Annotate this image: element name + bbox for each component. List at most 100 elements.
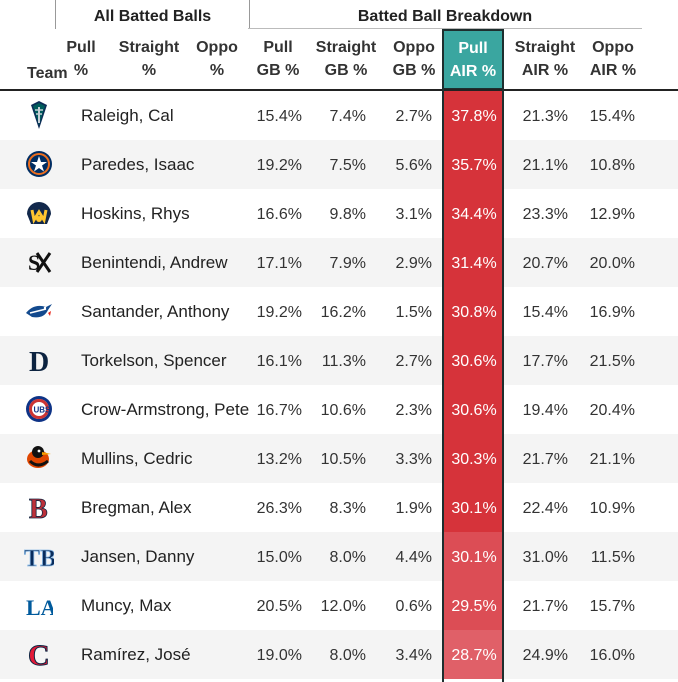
header-oppo-line2: % (209, 62, 225, 79)
header-pull-air[interactable]: Pull AIR % (442, 29, 504, 90)
straight-gb-value: 12.0% (320, 598, 366, 615)
player-name: Bregman, Alex (81, 498, 192, 517)
header-separator (0, 89, 678, 91)
header-pull-gb[interactable]: Pull GB % (250, 29, 306, 89)
oppo-gb-value: 2.3% (395, 402, 432, 419)
player-name: Muncy, Max (81, 596, 172, 615)
oppo-gb-value: 1.9% (395, 500, 432, 517)
group-batted-ball-breakdown: Batted Ball Breakdown (357, 8, 533, 25)
pull-air-value: 30.6% (444, 385, 504, 434)
pull-gb-value: 19.2% (256, 304, 302, 321)
header-straight-gb[interactable]: Straight GB % (308, 29, 384, 89)
svg-text:S: S (28, 250, 40, 275)
straight-air-value: 21.7% (522, 598, 568, 615)
header-oppo-air-line2: AIR % (589, 62, 637, 79)
header-straight-gb-line1: Straight (315, 39, 377, 56)
player-name: Benintendi, Andrew (81, 253, 228, 272)
table-row[interactable]: B Bregman, Alex 26.3% 8.3% 1.9% 30.1% 22… (0, 483, 678, 532)
header-straight-air[interactable]: Straight AIR % (506, 29, 584, 89)
pull-gb-value: 13.2% (256, 451, 302, 468)
header-pull-air-line1: Pull (458, 39, 488, 57)
table-row[interactable]: Paredes, Isaac 19.2% 7.5% 5.6% 35.7% 21.… (0, 140, 678, 189)
header-oppo-gb[interactable]: Oppo GB % (386, 29, 442, 89)
rays-logo-icon: TB (24, 541, 54, 571)
astros-logo-icon (24, 149, 54, 179)
table-row[interactable]: S Benintendi, Andrew 17.1% 7.9% 2.9% 31.… (0, 238, 678, 287)
pull-air-value: 30.8% (444, 287, 504, 336)
group-all-batted-balls: All Batted Balls (55, 0, 250, 29)
table-row[interactable]: C Ramírez, José 19.0% 8.0% 3.4% 28.7% 24… (0, 630, 678, 679)
header-pull-line2: % (73, 62, 89, 79)
player-name: Jansen, Danny (81, 547, 195, 566)
table-row[interactable]: TB Jansen, Danny 15.0% 8.0% 4.4% 30.1% 3… (0, 532, 678, 581)
pull-air-value: 30.3% (444, 434, 504, 483)
straight-air-value: 31.0% (522, 549, 568, 566)
table-row[interactable]: Santander, Anthony 19.2% 16.2% 1.5% 30.8… (0, 287, 678, 336)
orioles-logo-icon (24, 443, 54, 473)
header-straight-line2: % (141, 62, 157, 79)
svg-text:UBS: UBS (34, 406, 52, 415)
straight-gb-value: 8.0% (329, 549, 366, 566)
straight-air-value: 24.9% (522, 647, 568, 664)
svg-text:B: B (29, 494, 48, 522)
pull-gb-value: 17.1% (256, 255, 302, 272)
oppo-air-value: 16.9% (589, 304, 635, 321)
header-straight-line1: Straight (118, 39, 180, 56)
straight-gb-value: 8.0% (329, 647, 366, 664)
table-row[interactable]: Mullins, Cedric 13.2% 10.5% 3.3% 30.3% 2… (0, 434, 678, 483)
pull-air-value: 34.4% (444, 189, 504, 238)
oppo-gb-value: 2.7% (395, 353, 432, 370)
oppo-gb-value: 5.6% (395, 157, 432, 174)
header-straight-air-line2: AIR % (521, 62, 569, 79)
table-row[interactable]: Raleigh, Cal 15.4% 7.4% 2.7% 37.8% 21.3%… (0, 91, 678, 140)
player-name: Ramírez, José (81, 645, 191, 664)
white-sox-logo-icon: S (24, 247, 54, 277)
player-name: Crow-Armstrong, Pete (81, 400, 250, 419)
pull-gb-value: 19.2% (256, 157, 302, 174)
straight-gb-value: 8.3% (329, 500, 366, 517)
straight-gb-value: 10.5% (320, 451, 366, 468)
header-pull-air-line2: AIR % (449, 62, 497, 80)
header-team[interactable]: Team (27, 29, 77, 89)
player-name: Raleigh, Cal (81, 106, 174, 125)
table-row[interactable]: Hoskins, Rhys 16.6% 9.8% 3.1% 34.4% 23.3… (0, 189, 678, 238)
mariners-logo-icon (24, 100, 54, 130)
straight-air-value: 22.4% (522, 500, 568, 517)
straight-air-value: 21.1% (522, 157, 568, 174)
table-row[interactable]: LA Muncy, Max 20.5% 12.0% 0.6% 29.5% 21.… (0, 581, 678, 630)
straight-gb-value: 7.5% (329, 157, 366, 174)
group-divider (248, 28, 642, 29)
pull-air-value: 35.7% (444, 140, 504, 189)
header-oppo-air[interactable]: Oppo AIR % (584, 29, 642, 89)
straight-air-value: 19.4% (522, 402, 568, 419)
cubs-logo-icon: UBS (24, 394, 54, 424)
player-name: Paredes, Isaac (81, 155, 195, 174)
pull-gb-value: 26.3% (256, 500, 302, 517)
group-header-bar: All Batted Balls Batted Ball Breakdown (0, 0, 678, 29)
oppo-air-value: 12.9% (589, 206, 635, 223)
header-pull[interactable]: Pull % (55, 29, 107, 89)
blue-jays-logo-icon (24, 296, 54, 326)
oppo-air-value: 16.0% (589, 647, 635, 664)
pull-gb-value: 20.5% (256, 598, 302, 615)
pull-gb-value: 15.4% (256, 108, 302, 125)
header-oppo[interactable]: Oppo % (190, 29, 244, 89)
oppo-gb-value: 2.7% (395, 108, 432, 125)
pull-air-value: 29.5% (444, 581, 504, 630)
header-straight-air-line1: Straight (514, 39, 576, 56)
header-straight-gb-line2: GB % (324, 62, 368, 79)
header-straight[interactable]: Straight % (110, 29, 188, 89)
oppo-gb-value: 4.4% (395, 549, 432, 566)
pull-gb-value: 15.0% (256, 549, 302, 566)
oppo-gb-value: 3.3% (395, 451, 432, 468)
straight-gb-value: 10.6% (320, 402, 366, 419)
tigers-logo-icon: D (24, 345, 54, 375)
straight-gb-value: 16.2% (320, 304, 366, 321)
straight-air-value: 23.3% (522, 206, 568, 223)
dodgers-logo-icon: LA (24, 590, 54, 620)
header-team-label: Team (27, 65, 68, 82)
straight-air-value: 21.7% (522, 451, 568, 468)
table-row[interactable]: D Torkelson, Spencer 16.1% 11.3% 2.7% 30… (0, 336, 678, 385)
svg-text:TB: TB (24, 546, 54, 570)
table-row[interactable]: UBS Crow-Armstrong, Pete 16.7% 10.6% 2.3… (0, 385, 678, 434)
